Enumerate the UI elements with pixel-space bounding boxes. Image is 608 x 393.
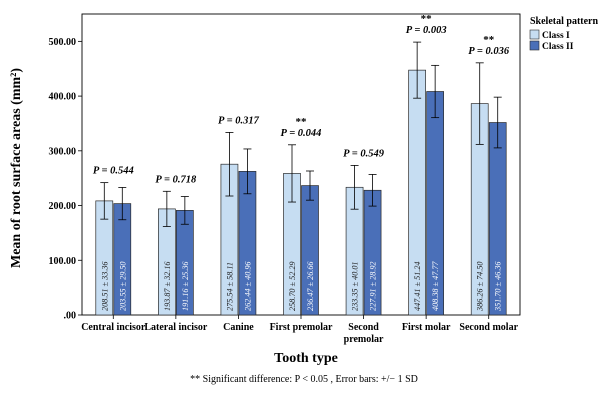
x-tick-label: Second bbox=[348, 322, 379, 333]
y-tick-label: 500.00 bbox=[49, 37, 77, 48]
p-value-label: P = 0.003 bbox=[406, 25, 447, 36]
p-value-label: P = 0.317 bbox=[218, 115, 260, 126]
x-tick-label: Canine bbox=[223, 322, 254, 333]
x-tick-label: Central incisor bbox=[81, 322, 146, 333]
bar-value-label: 191.16 ± 25.36 bbox=[181, 261, 190, 311]
y-tick-label: 200.00 bbox=[49, 201, 77, 212]
bar-value-label: 236.47 ± 26.66 bbox=[306, 261, 315, 311]
x-tick-label: Second molar bbox=[459, 322, 518, 333]
bar-value-label: 203.55 ± 29.50 bbox=[118, 261, 127, 311]
bar-value-label: 193.87 ± 32.16 bbox=[163, 261, 172, 311]
x-tick-label: premolar bbox=[344, 334, 384, 345]
bar-value-label: 233.35 ± 40.01 bbox=[351, 261, 360, 311]
x-axis-title: Tooth type bbox=[274, 351, 338, 366]
significance-marker: ** bbox=[483, 34, 495, 46]
y-tick-label: 300.00 bbox=[49, 146, 77, 157]
bar-value-label: 275.54 ± 58.11 bbox=[225, 262, 234, 311]
legend-swatch-class-1 bbox=[529, 29, 540, 40]
p-value-label: P = 0.036 bbox=[468, 46, 510, 57]
bar-value-label: 447.41 ± 51.24 bbox=[413, 261, 422, 311]
legend-swatch-class-2 bbox=[529, 40, 540, 51]
plot-frame bbox=[81, 13, 521, 316]
p-value-label: P = 0.718 bbox=[155, 174, 197, 185]
p-value-label: P = 0.544 bbox=[93, 166, 134, 177]
y-tick-label: 100.00 bbox=[49, 256, 77, 267]
x-tick-label: Lateral incisor bbox=[144, 322, 208, 333]
p-value-label: P = 0.044 bbox=[281, 128, 322, 139]
legend-title: Skeletal pattern bbox=[530, 16, 598, 27]
footnote: ** Significant difference: P < 0.05 , Er… bbox=[190, 374, 418, 385]
legend-label-class-1: Class I bbox=[542, 31, 570, 41]
bar-value-label: 386.26 ± 74.50 bbox=[476, 261, 485, 312]
bar-value-label: 227.91 ± 28.92 bbox=[369, 261, 378, 311]
bar-value-label: 208.51 ± 33.36 bbox=[100, 261, 109, 311]
significance-marker: ** bbox=[421, 13, 433, 25]
y-axis-title: Mean of root surface areas (mm²) bbox=[9, 68, 24, 268]
p-value-label: P = 0.549 bbox=[343, 148, 385, 159]
bar-value-label: 258.70 ± 52.29 bbox=[288, 261, 297, 311]
y-tick-label: .00 bbox=[64, 311, 77, 322]
bar-value-label: 351.70 ± 46.36 bbox=[494, 261, 503, 312]
x-tick-label: First premolar bbox=[270, 322, 333, 333]
x-tick-label: First molar bbox=[402, 322, 451, 333]
legend-label-class-2: Class II bbox=[542, 42, 574, 52]
y-tick-label: 400.00 bbox=[49, 92, 77, 103]
bar-value-label: 408.38 ± 47.77 bbox=[431, 261, 440, 311]
bar-value-label: 262.44 ± 40.96 bbox=[243, 261, 252, 311]
significance-marker: ** bbox=[296, 116, 308, 128]
